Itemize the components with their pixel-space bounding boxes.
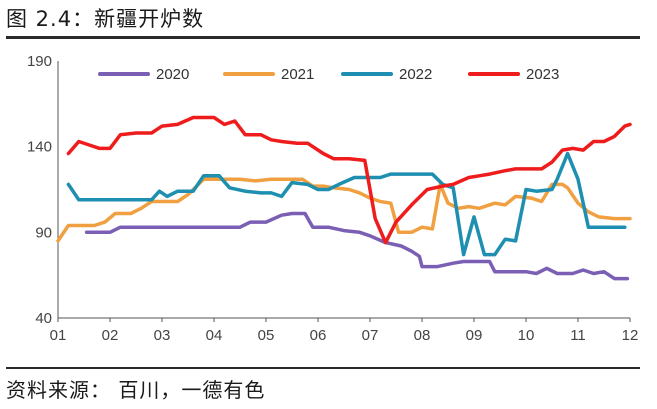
bottom-rule	[6, 367, 640, 369]
y-tick-label: 40	[35, 310, 52, 327]
y-tick-label: 90	[35, 224, 52, 241]
legend-label-2022: 2022	[399, 66, 432, 83]
x-tick-label: 03	[154, 327, 171, 344]
x-tick-label: 12	[622, 327, 639, 344]
legend-label-2023: 2023	[526, 66, 559, 83]
x-tick-label: 07	[362, 327, 379, 344]
x-tick-label: 10	[518, 327, 535, 344]
x-tick-label: 06	[310, 327, 327, 344]
legend-label-2021: 2021	[281, 66, 314, 83]
series-line-2022	[66, 151, 627, 257]
series-line-2020	[84, 211, 630, 281]
x-tick-label: 02	[102, 327, 119, 344]
series-layer	[56, 115, 632, 281]
x-tick-label: 04	[206, 327, 223, 344]
y-tick-label: 190	[27, 53, 52, 70]
legend: 2020 2021 2022 2023	[98, 66, 559, 83]
y-tick-label: 140	[27, 139, 52, 156]
x-tick-label: 08	[414, 327, 431, 344]
x-tick-label: 05	[258, 327, 275, 344]
x-tick-label: 09	[466, 327, 483, 344]
top-rule	[6, 36, 640, 39]
source-note: 资料来源： 百川，一德有色	[6, 378, 266, 402]
axes: 40 90 140 190 01 02 03 04 05 06 07 08 09 10 11 12	[27, 53, 638, 344]
x-tick-label: 01	[50, 327, 67, 344]
series-line-2023	[66, 115, 632, 245]
x-tick-label: 11	[570, 327, 586, 344]
figure-title: 图 2.4：新疆开炉数	[6, 7, 205, 31]
legend-label-2020: 2020	[156, 66, 189, 83]
